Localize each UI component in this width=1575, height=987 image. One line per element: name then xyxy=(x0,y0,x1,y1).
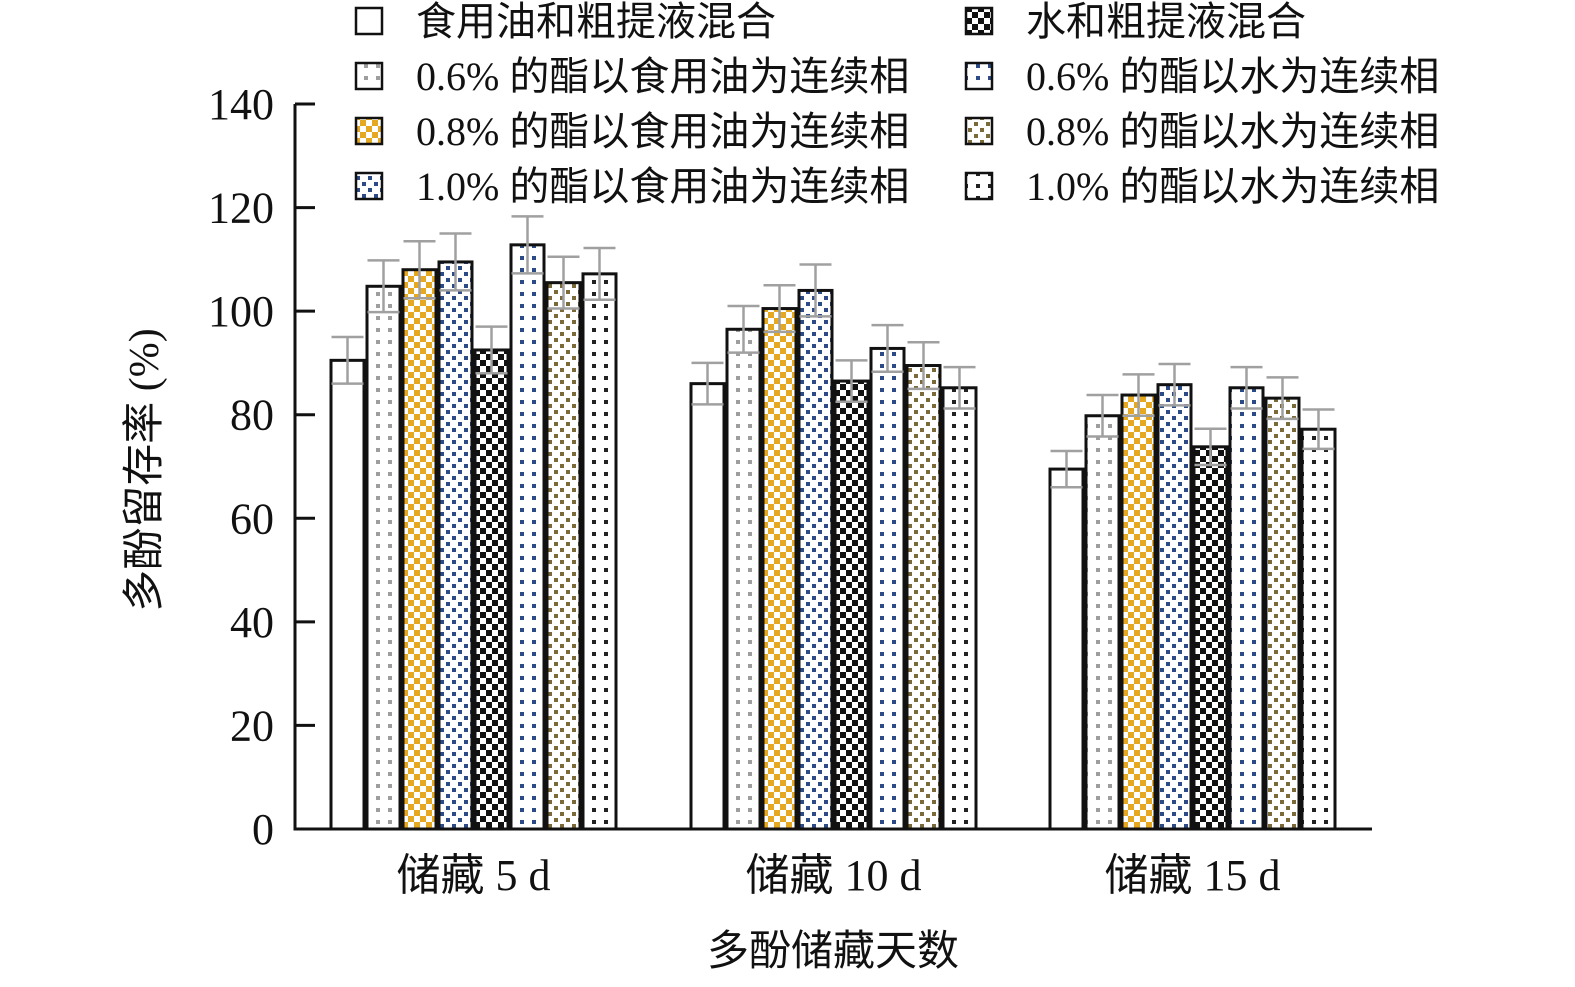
y-tick-label-40: 40 xyxy=(230,598,274,647)
error-bar-2-6 xyxy=(871,323,904,373)
error-bar-1-1 xyxy=(331,335,364,385)
error-bar-3-2 xyxy=(1086,393,1119,438)
legend-label-3: 0.8% 的酯以食用油为连续相 xyxy=(416,109,909,154)
error-bar-1-8 xyxy=(583,246,616,301)
legend-item-3: 0.8% 的酯以食用油为连续相 xyxy=(354,109,909,154)
bar-1-8 xyxy=(581,272,618,831)
legend-label-8: 1.0% 的酯以水为连续相 xyxy=(1026,164,1439,209)
error-bar-3-5 xyxy=(1194,427,1227,467)
legend-label-5: 水和粗提液混合 xyxy=(1026,0,1306,44)
x-tick-label-3: 储藏 15 d xyxy=(1105,851,1281,900)
error-bar-1-6 xyxy=(511,215,544,275)
bar-1-4 xyxy=(437,260,474,831)
error-bar-3-1 xyxy=(1050,449,1083,489)
y-tick-label-100: 100 xyxy=(208,287,274,336)
error-bar-1-2 xyxy=(367,259,400,314)
bar-1-5 xyxy=(473,348,510,831)
error-bar-3-4 xyxy=(1158,362,1191,407)
legend-swatch-7 xyxy=(964,116,994,146)
legend-swatch-4 xyxy=(354,171,384,201)
legend-swatch-2 xyxy=(354,61,384,91)
bar-3-3 xyxy=(1120,393,1157,831)
legend-swatch-5 xyxy=(964,6,994,36)
error-bar-3-3 xyxy=(1122,373,1155,417)
bar-1-2 xyxy=(365,284,402,831)
legend: 食用油和粗提液混合 0.6% 的酯以食用油为连续相 0.8% 的酯以食用油为连续相 1… xyxy=(354,0,1439,209)
bar-3-1 xyxy=(1048,467,1085,831)
legend-label-7: 0.8% 的酯以水为连续相 xyxy=(1026,109,1439,154)
legend-swatch-8 xyxy=(964,171,994,201)
bar-2-2 xyxy=(725,327,762,831)
bar-2-4 xyxy=(797,288,834,831)
y-tick-label-0: 0 xyxy=(252,805,274,854)
y-tick-label-140: 140 xyxy=(208,80,274,129)
legend-item-2: 0.6% 的酯以食用油为连续相 xyxy=(354,54,909,99)
y-tick-label-60: 60 xyxy=(230,494,274,543)
legend-label-1: 食用油和粗提液混合 xyxy=(416,0,776,44)
legend-item-1: 食用油和粗提液混合 xyxy=(354,0,776,44)
y-tick-label-20: 20 xyxy=(230,701,274,750)
legend-item-5: 水和粗提液混合 xyxy=(964,0,1306,44)
error-bar-1-3 xyxy=(403,239,436,300)
x-axis-label: 多酚储藏天数 xyxy=(707,929,959,975)
error-bars xyxy=(331,215,1335,489)
error-bar-2-3 xyxy=(763,284,796,334)
bar-2-5 xyxy=(833,379,870,831)
bar-2-7 xyxy=(905,364,942,831)
bar-3-2 xyxy=(1084,414,1121,831)
error-bar-2-4 xyxy=(799,263,832,318)
bar-1-6 xyxy=(509,243,546,831)
legend-label-6: 0.6% 的酯以水为连续相 xyxy=(1026,54,1439,99)
legend-item-8: 1.0% 的酯以水为连续相 xyxy=(964,164,1439,209)
error-bar-3-7 xyxy=(1266,376,1299,421)
bar-1-3 xyxy=(401,268,438,831)
legend-item-4: 1.0% 的酯以食用油为连续相 xyxy=(354,164,909,209)
legend-swatch-1 xyxy=(354,6,384,36)
error-bar-2-5 xyxy=(835,359,868,404)
error-bar-1-7 xyxy=(547,255,580,310)
bar-3-5 xyxy=(1192,445,1229,831)
bar-2-8 xyxy=(941,386,978,831)
bar-1-1 xyxy=(329,358,366,831)
bar-3-7 xyxy=(1264,396,1301,831)
legend-swatch-6 xyxy=(964,61,994,91)
error-bar-2-7 xyxy=(907,340,940,391)
bar-1-7 xyxy=(545,281,582,831)
error-bar-1-5 xyxy=(475,325,508,375)
bars xyxy=(329,243,1337,831)
error-bar-3-8 xyxy=(1302,408,1335,451)
axes: 储藏 5 d 储藏 10 d 储藏 15 d 0 20 40 60 80 100 120 140 xyxy=(208,80,1372,900)
y-tick-label-120: 120 xyxy=(208,184,274,233)
x-tick-label-2: 储藏 10 d xyxy=(746,851,922,900)
error-bar-3-6 xyxy=(1230,365,1263,410)
error-bar-2-1 xyxy=(691,361,724,406)
y-axis-label: 多酚留存率 (%) xyxy=(121,328,168,611)
bar-3-4 xyxy=(1156,383,1193,831)
bar-2-3 xyxy=(761,307,798,831)
bar-2-6 xyxy=(869,346,906,831)
x-tick-label-1: 储藏 5 d xyxy=(397,851,551,900)
error-bar-2-8 xyxy=(943,365,976,410)
legend-label-2: 0.6% 的酯以食用油为连续相 xyxy=(416,54,909,99)
legend-swatch-3 xyxy=(354,116,384,146)
bar-3-8 xyxy=(1300,427,1337,831)
y-tick-label-80: 80 xyxy=(230,391,274,440)
bar-2-1 xyxy=(689,382,726,831)
bar-3-6 xyxy=(1228,386,1265,831)
error-bar-1-4 xyxy=(439,232,472,292)
legend-label-4: 1.0% 的酯以食用油为连续相 xyxy=(416,164,909,209)
legend-item-6: 0.6% 的酯以水为连续相 xyxy=(964,54,1439,99)
error-bar-2-2 xyxy=(727,304,760,354)
legend-item-7: 0.8% 的酯以水为连续相 xyxy=(964,109,1439,154)
